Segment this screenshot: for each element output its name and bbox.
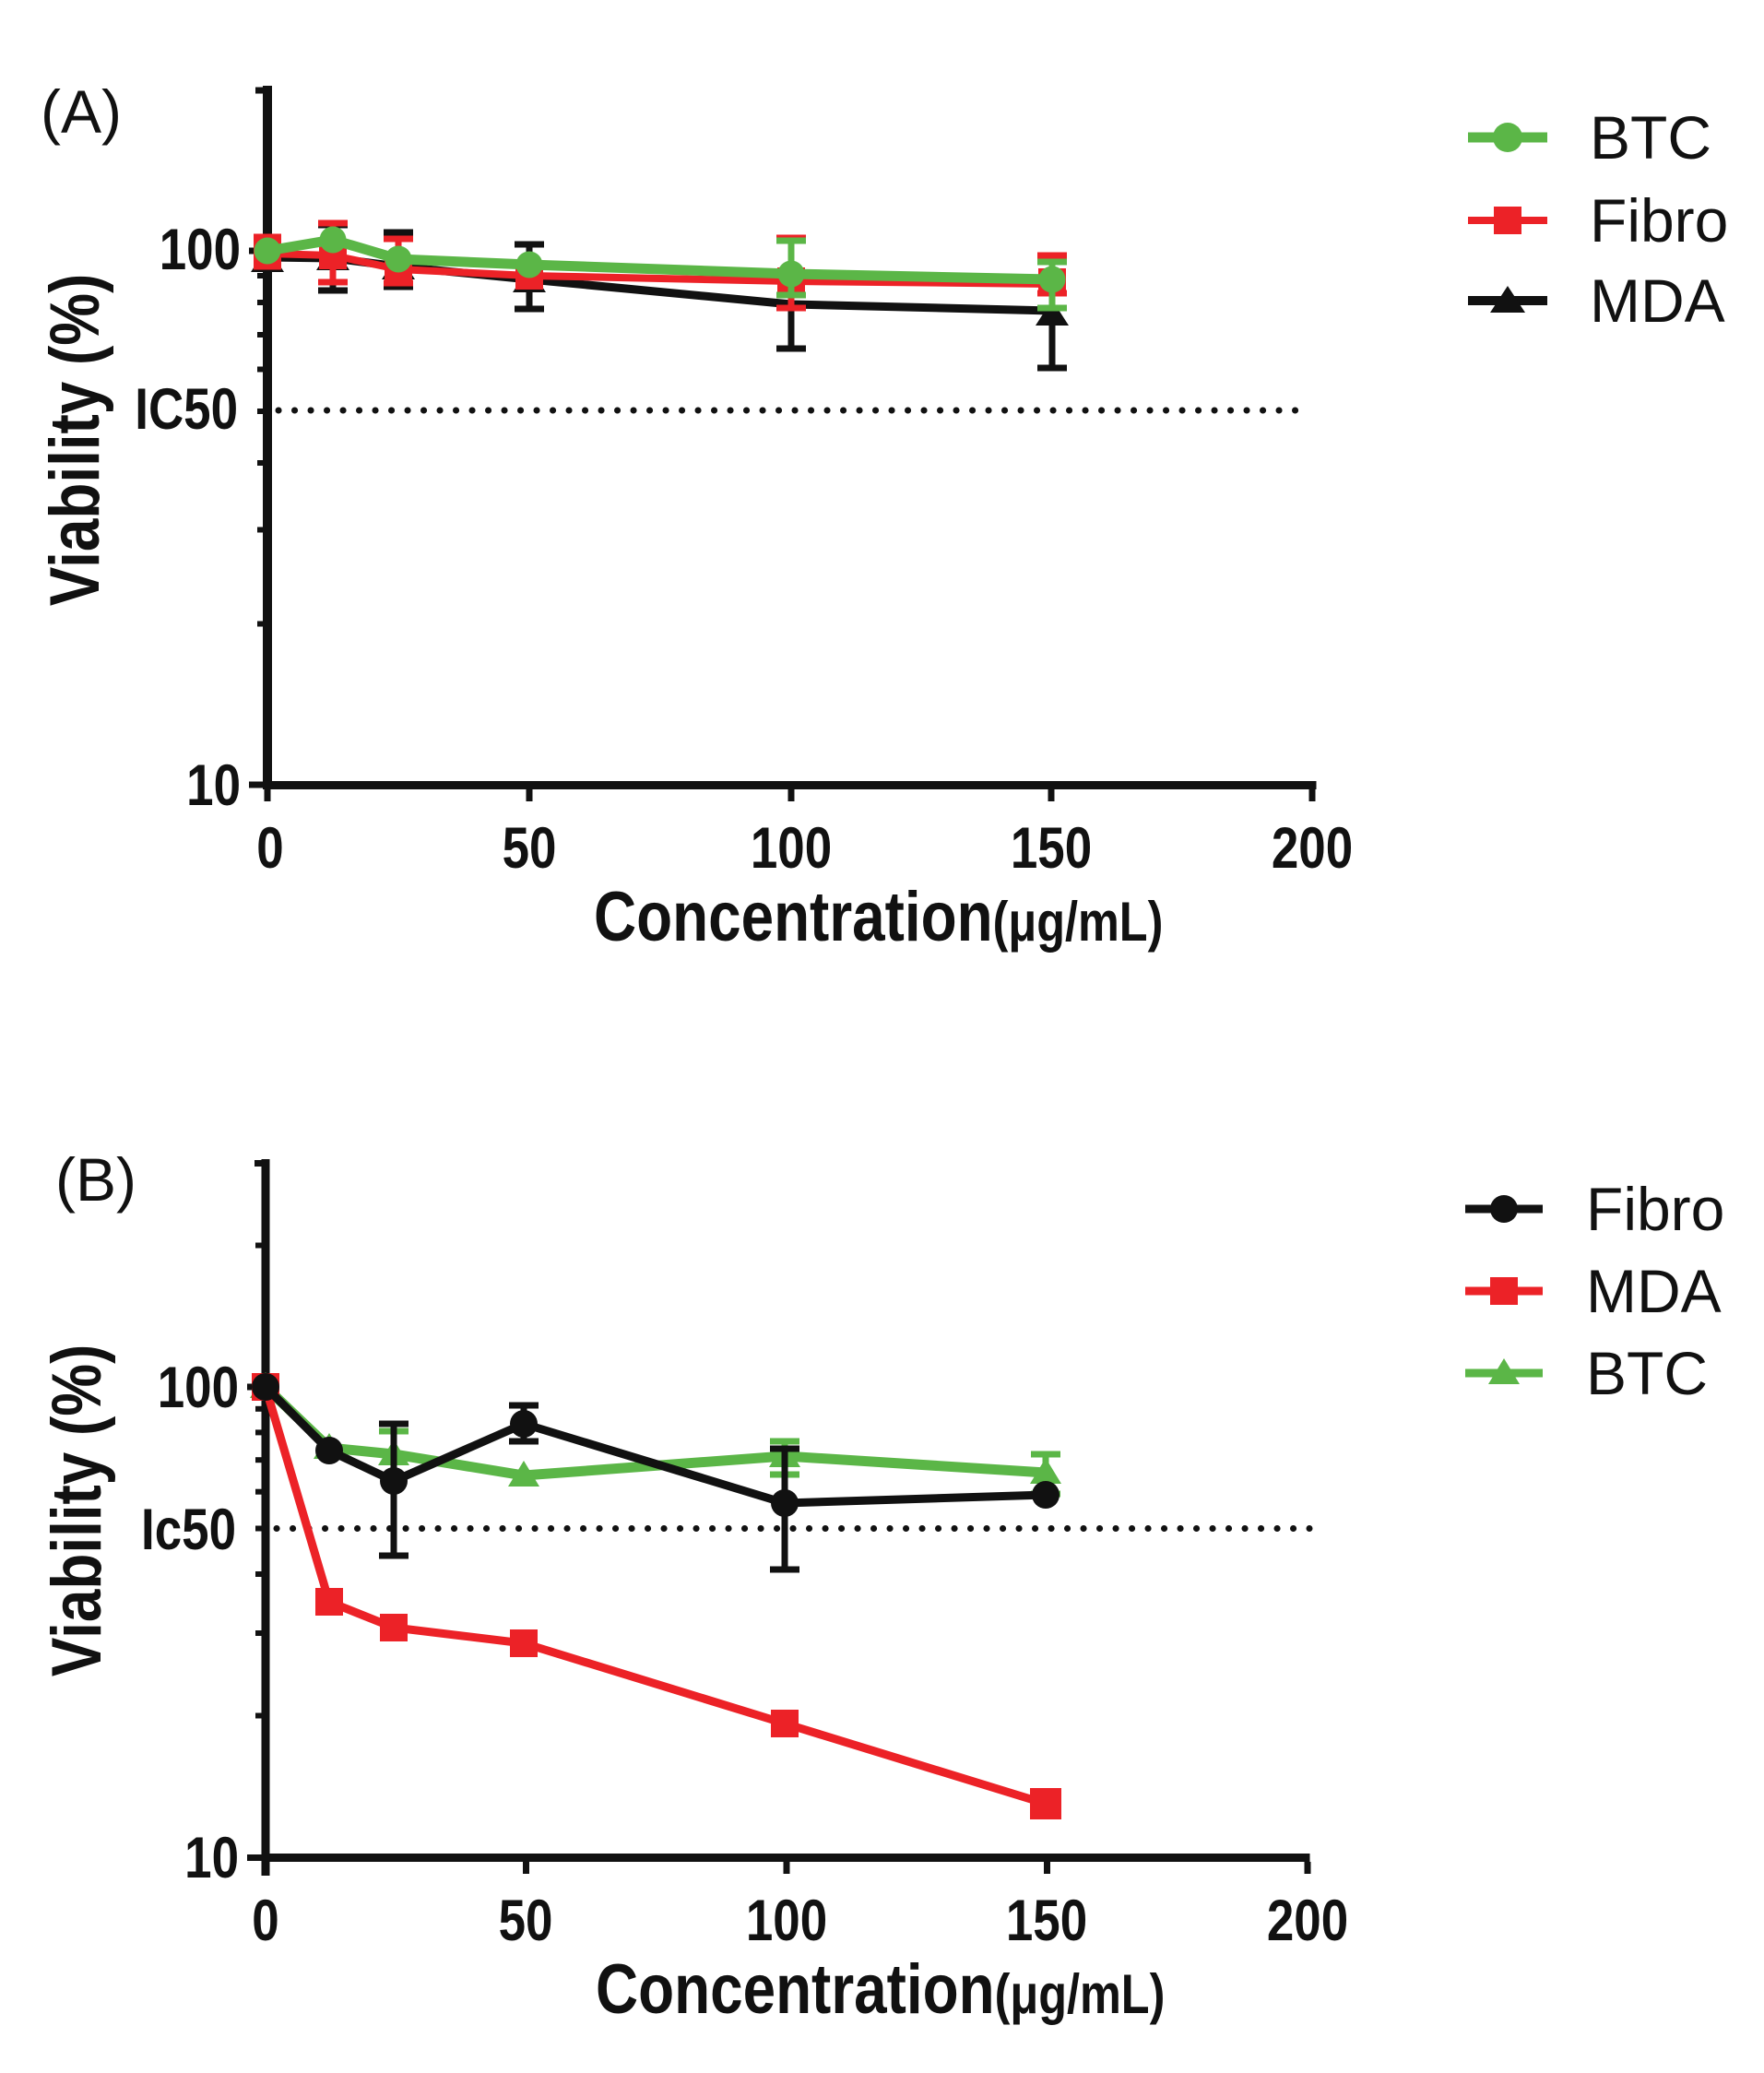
svg-text:Fibro: Fibro: [1590, 186, 1728, 255]
svg-text:0: 0: [252, 1889, 278, 1953]
svg-text:150: 150: [1006, 1889, 1087, 1953]
svg-text:Viability (%): Viability (%): [35, 274, 114, 607]
svg-text:0: 0: [256, 816, 283, 881]
svg-text:100: 100: [751, 816, 832, 881]
svg-text:150: 150: [1011, 816, 1092, 881]
svg-text:50: 50: [503, 816, 557, 881]
svg-text:IC50: IC50: [135, 377, 238, 442]
svg-text:Ic50: Ic50: [141, 1498, 236, 1562]
svg-text:BTC: BTC: [1586, 1339, 1708, 1407]
svg-text:100: 100: [160, 218, 241, 282]
svg-text:Fibro: Fibro: [1586, 1175, 1724, 1243]
svg-text:Concentration(μg/mL): Concentration(μg/mL): [596, 1949, 1165, 2029]
svg-text:10: 10: [186, 753, 241, 818]
svg-text:(B): (B): [55, 1145, 136, 1214]
svg-text:200: 200: [1267, 1889, 1348, 1953]
svg-text:BTC: BTC: [1590, 103, 1711, 172]
svg-text:MDA: MDA: [1586, 1257, 1722, 1325]
svg-text:200: 200: [1272, 816, 1353, 881]
svg-text:100: 100: [158, 1356, 239, 1420]
svg-text:Viability (%): Viability (%): [37, 1344, 116, 1677]
svg-text:100: 100: [746, 1889, 827, 1953]
svg-text:MDA: MDA: [1590, 267, 1725, 335]
svg-text:(A): (A): [41, 77, 122, 146]
svg-text:Concentration(μg/mL): Concentration(μg/mL): [594, 877, 1163, 956]
svg-text:50: 50: [499, 1889, 553, 1953]
svg-text:10: 10: [184, 1826, 239, 1890]
